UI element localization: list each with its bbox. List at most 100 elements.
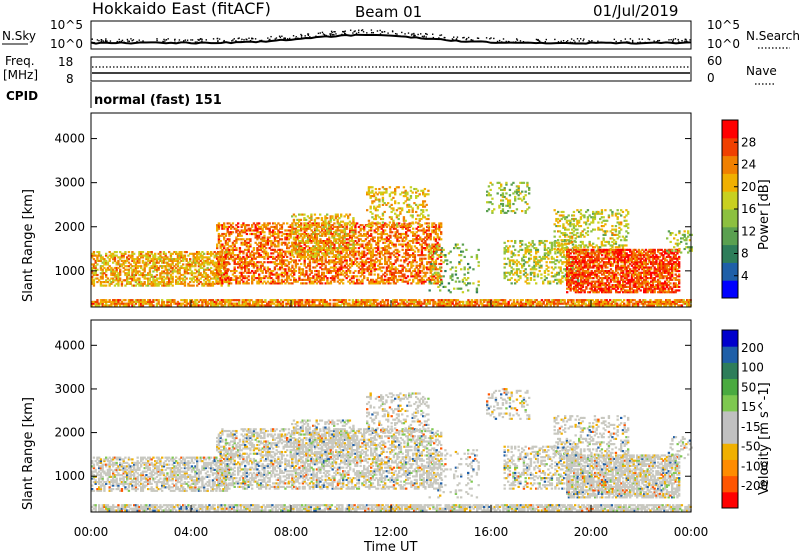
power-cell [91,266,94,270]
power-cell [92,282,96,285]
power-cell [614,300,617,303]
power-cell [213,254,216,257]
power-cell [105,259,108,262]
power-cell [299,247,303,250]
freq-label-1: Freq. [5,54,35,68]
power-cell [213,263,216,266]
power-cell [679,304,682,307]
power-cell [106,300,110,303]
power-cell [367,219,371,222]
nsearch-point [672,39,674,42]
power-cell [110,280,113,284]
power-cell [185,300,188,303]
power-cell [659,302,663,305]
power-cell [458,302,461,305]
power-cell [141,256,145,259]
power-cell [113,256,117,259]
power-cell [528,304,531,307]
power-cell [530,302,533,305]
power-cell [381,304,384,307]
power-cell [284,268,287,271]
power-cell [603,299,607,302]
power-cell [140,272,143,275]
power-cell [616,299,619,302]
nsearch-point [183,40,185,42]
power-cell [259,300,262,303]
power-cell [642,299,645,302]
power-cell [595,302,598,305]
power-cell [308,299,311,302]
power-cell [204,277,208,280]
power-cell [302,304,306,307]
nsearch-point [106,40,108,42]
power-cell [474,300,477,303]
power-cell [143,282,146,285]
power-cell [316,304,320,307]
nsearch-point [515,41,517,43]
power-cell [628,304,631,307]
power-cell [582,300,586,303]
power-cell [194,263,197,266]
power-cell [117,280,120,284]
power-cell [210,300,213,303]
nsearch-label: N.Search [746,29,800,43]
power-cell [409,304,412,307]
power-cell [383,210,386,214]
power-cell [196,279,199,282]
power-cell [432,302,435,305]
power-cell [345,227,348,230]
power-cell [162,284,166,287]
power-cell [138,279,141,282]
power-cell [113,304,117,307]
nsearch-point [233,38,235,40]
power-cell [175,280,178,284]
nsearch-point [198,39,200,42]
nsearch-point [583,38,585,40]
power-cell [94,261,97,264]
power-cell [404,304,407,307]
nsearch-point [537,38,539,41]
power-cell [642,302,645,305]
power-cell [682,302,685,305]
power-cell [518,302,521,305]
power-cell [220,275,223,278]
nsearch-point [413,35,415,37]
nsearch-point [200,37,202,40]
power-cell [486,299,489,302]
power-cell [546,300,549,303]
power-cell [190,270,194,273]
power-cell [204,302,208,305]
power-cell [600,302,603,305]
power-cell [388,304,391,307]
power-cell [106,304,110,307]
power-cell [434,224,438,227]
power-cell [154,299,157,302]
power-cell [141,273,145,277]
power-cell [211,272,215,275]
power-cell [252,302,255,305]
power-cell [565,304,568,307]
power-cell [189,263,192,266]
power-cell [115,299,118,302]
power-cell [171,259,174,262]
power-cell [206,252,209,255]
power-cell [183,280,187,284]
power-cell [175,266,178,270]
power-cell [276,304,279,307]
power-cell [413,254,417,257]
power-cell [120,302,124,305]
nsearch-point [396,33,398,35]
power-cell [171,280,174,284]
power-cell [115,263,118,266]
power-cell [264,299,267,302]
power-cell [192,252,195,255]
power-cell [178,282,181,285]
nsearch-series [91,29,691,44]
power-cell [182,279,185,282]
power-cell [567,300,570,303]
nsearch-point [570,38,573,40]
power-cell [157,261,160,264]
power-cell [106,261,110,264]
nsearch-point [237,37,239,40]
